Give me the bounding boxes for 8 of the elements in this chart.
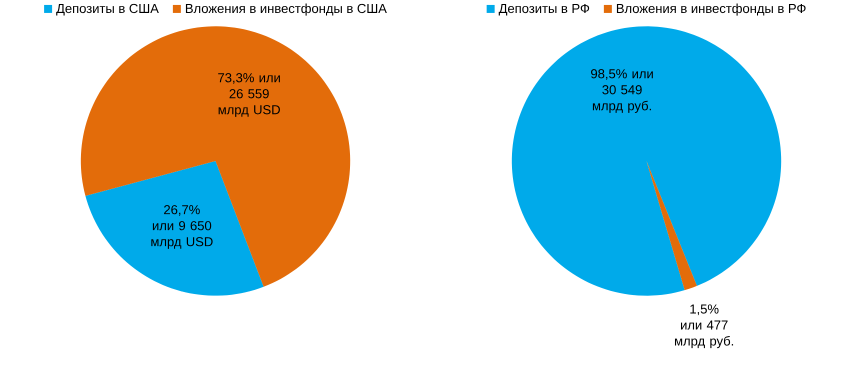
legend-label: Депозиты в РФ [498, 4, 590, 16]
data-label: 98,5% или 30 549 млрд руб. [591, 69, 653, 113]
data-label: 26,7% или 9 650 млрд USD [151, 205, 213, 249]
legend-label: Вложения в инвестфонды в США [186, 4, 387, 16]
legend-label: Депозиты в США [56, 4, 159, 16]
data-label: 73,3% или 26 559 млрд USD [218, 73, 280, 117]
data-label: 1,5% или 477 млрд руб. [674, 304, 734, 348]
legend-label: Вложения в инвестфонды в РФ [616, 4, 806, 16]
